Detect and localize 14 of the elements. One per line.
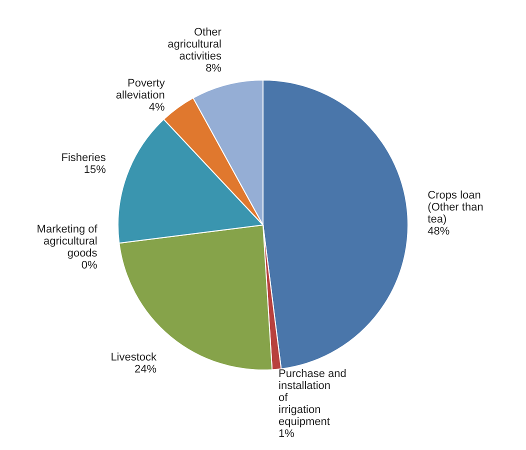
slice-label: Poverty alleviation bbox=[116, 78, 166, 102]
data-label: 48% bbox=[428, 226, 450, 238]
data-label: 15% bbox=[84, 164, 106, 176]
data-label: 8% bbox=[206, 62, 222, 75]
text: 0% bbox=[81, 260, 98, 272]
data-label: 24% bbox=[134, 364, 157, 376]
slice-label: Purchase and installation of irrigation equipment bbox=[278, 368, 346, 428]
category-label: Marketing of agricultural goods bbox=[36, 224, 98, 260]
data-label: 1% bbox=[278, 428, 295, 440]
slice-label: Fisheries bbox=[61, 152, 106, 164]
slice-label: Other agricultural activities bbox=[168, 26, 222, 63]
slice-label: Livestock bbox=[110, 352, 158, 364]
data-label: 4% bbox=[148, 102, 166, 114]
slice-label: Crops loan (Other than tea) bbox=[428, 190, 484, 226]
